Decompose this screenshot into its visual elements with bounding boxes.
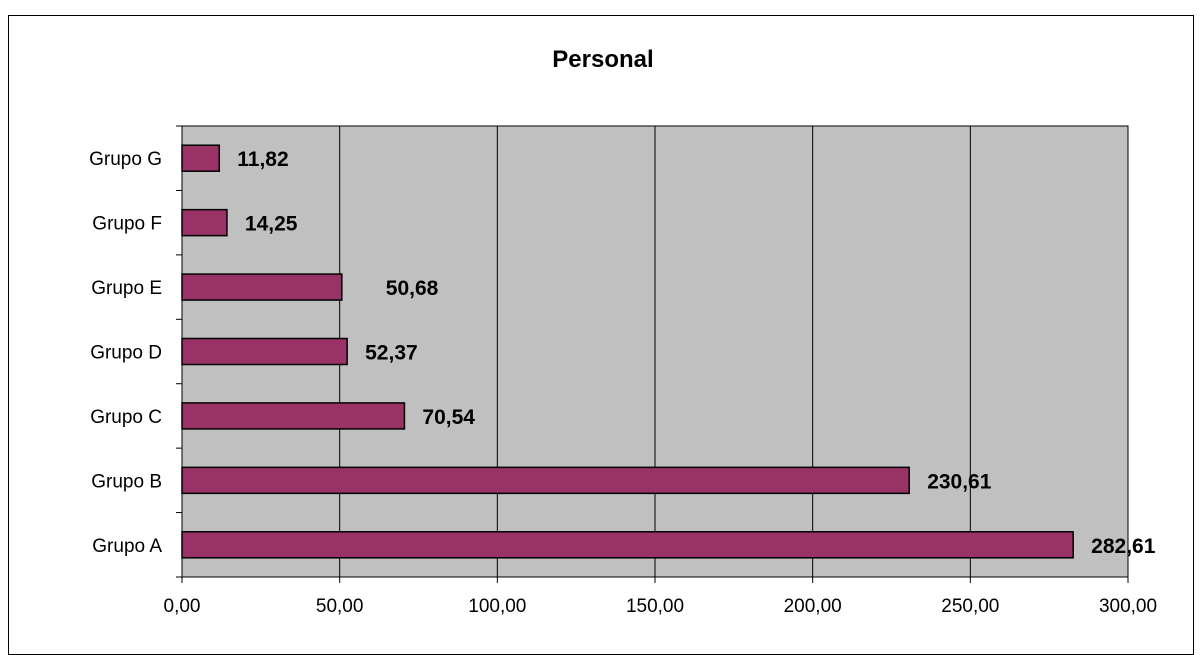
data-label: 14,25 (245, 213, 298, 236)
x-tick-label: 250,00 (941, 596, 999, 617)
y-category-label: Grupo G (89, 149, 162, 170)
x-tick-label: 150,00 (626, 596, 684, 617)
x-tick-label: 50,00 (316, 596, 364, 617)
chart-title: Personal (552, 46, 653, 73)
data-label: 230,61 (927, 470, 992, 493)
y-category-label: Grupo C (90, 407, 162, 428)
bar (181, 273, 343, 301)
bar (181, 208, 228, 237)
x-tick-label: 200,00 (784, 596, 842, 617)
y-category-label: Grupo E (91, 278, 162, 299)
bar (181, 144, 221, 172)
bar (181, 402, 406, 430)
y-category-label: Grupo B (91, 471, 162, 492)
x-tick-label: 100,00 (468, 596, 526, 617)
y-category-label: Grupo A (92, 536, 162, 557)
y-category-label: Grupo D (90, 343, 162, 364)
plot-area: 0,00 50,00 100,00 150,00 200,00 250,00 300,00 G… (89, 125, 1157, 617)
data-label: 50,68 (386, 277, 439, 300)
y-category-label: Grupo F (92, 214, 162, 235)
x-tick-label: 0,00 (164, 596, 201, 617)
data-label: 282,61 (1091, 535, 1156, 558)
bar (181, 466, 910, 495)
bar (181, 337, 348, 366)
x-tick-label: 300,00 (1099, 596, 1157, 617)
data-label: 11,82 (237, 148, 288, 171)
bar (181, 531, 1074, 559)
data-label: 70,54 (422, 406, 475, 429)
data-label: 52,37 (365, 342, 418, 365)
